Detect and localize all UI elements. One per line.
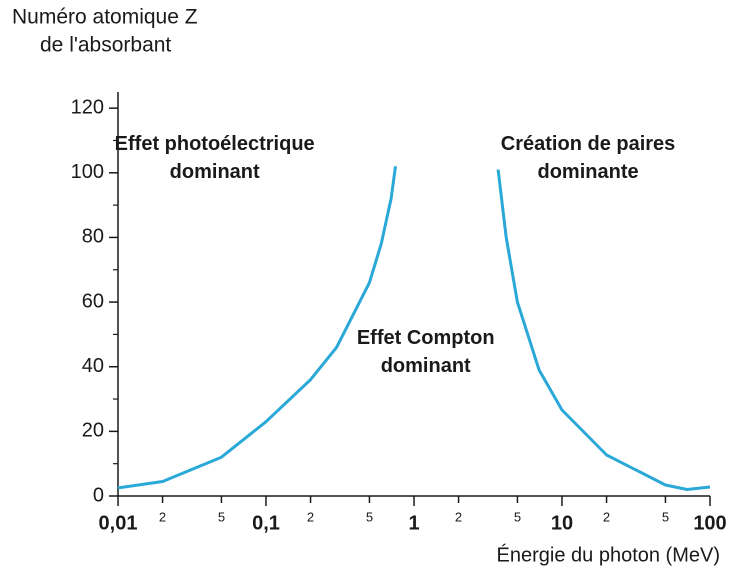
region-label: Création de paires [501, 133, 676, 155]
x-tick-label: 5 [366, 509, 373, 524]
y-tick-label: 120 [71, 96, 104, 118]
x-tick-label: 5 [514, 509, 521, 524]
y-tick-label: 60 [82, 290, 104, 312]
y-tick-label: 100 [71, 161, 104, 183]
region-label: Effet photoélectrique [115, 133, 315, 155]
y-tick-label: 80 [82, 226, 104, 248]
x-tick-label: 0,1 [252, 512, 280, 534]
y-tick-label: 40 [82, 355, 104, 377]
x-tick-label: 5 [218, 509, 225, 524]
y-tick-label: 20 [82, 420, 104, 442]
x-tick-label: 1 [408, 512, 419, 534]
x-tick-label: 10 [551, 512, 573, 534]
x-tick-label: 5 [662, 509, 669, 524]
y-axis-label: Numéro atomique Z [12, 6, 198, 29]
region-label: dominante [537, 161, 638, 183]
x-tick-label: 0,01 [99, 512, 138, 534]
y-axis-label: de l'absorbant [40, 34, 171, 57]
x-tick-label: 2 [307, 509, 314, 524]
curve [496, 169, 711, 491]
curve [117, 166, 397, 490]
x-tick-label: 2 [159, 509, 166, 524]
x-tick-label: 2 [603, 509, 610, 524]
x-tick-label: 2 [455, 509, 462, 524]
region-label: dominant [170, 161, 260, 183]
y-tick-label: 0 [93, 484, 104, 506]
x-axis-label: Énergie du photon (MeV) [497, 543, 720, 566]
region-label: Effet Compton [357, 327, 495, 349]
region-label: dominant [381, 355, 471, 377]
x-tick-label: 100 [693, 512, 726, 534]
